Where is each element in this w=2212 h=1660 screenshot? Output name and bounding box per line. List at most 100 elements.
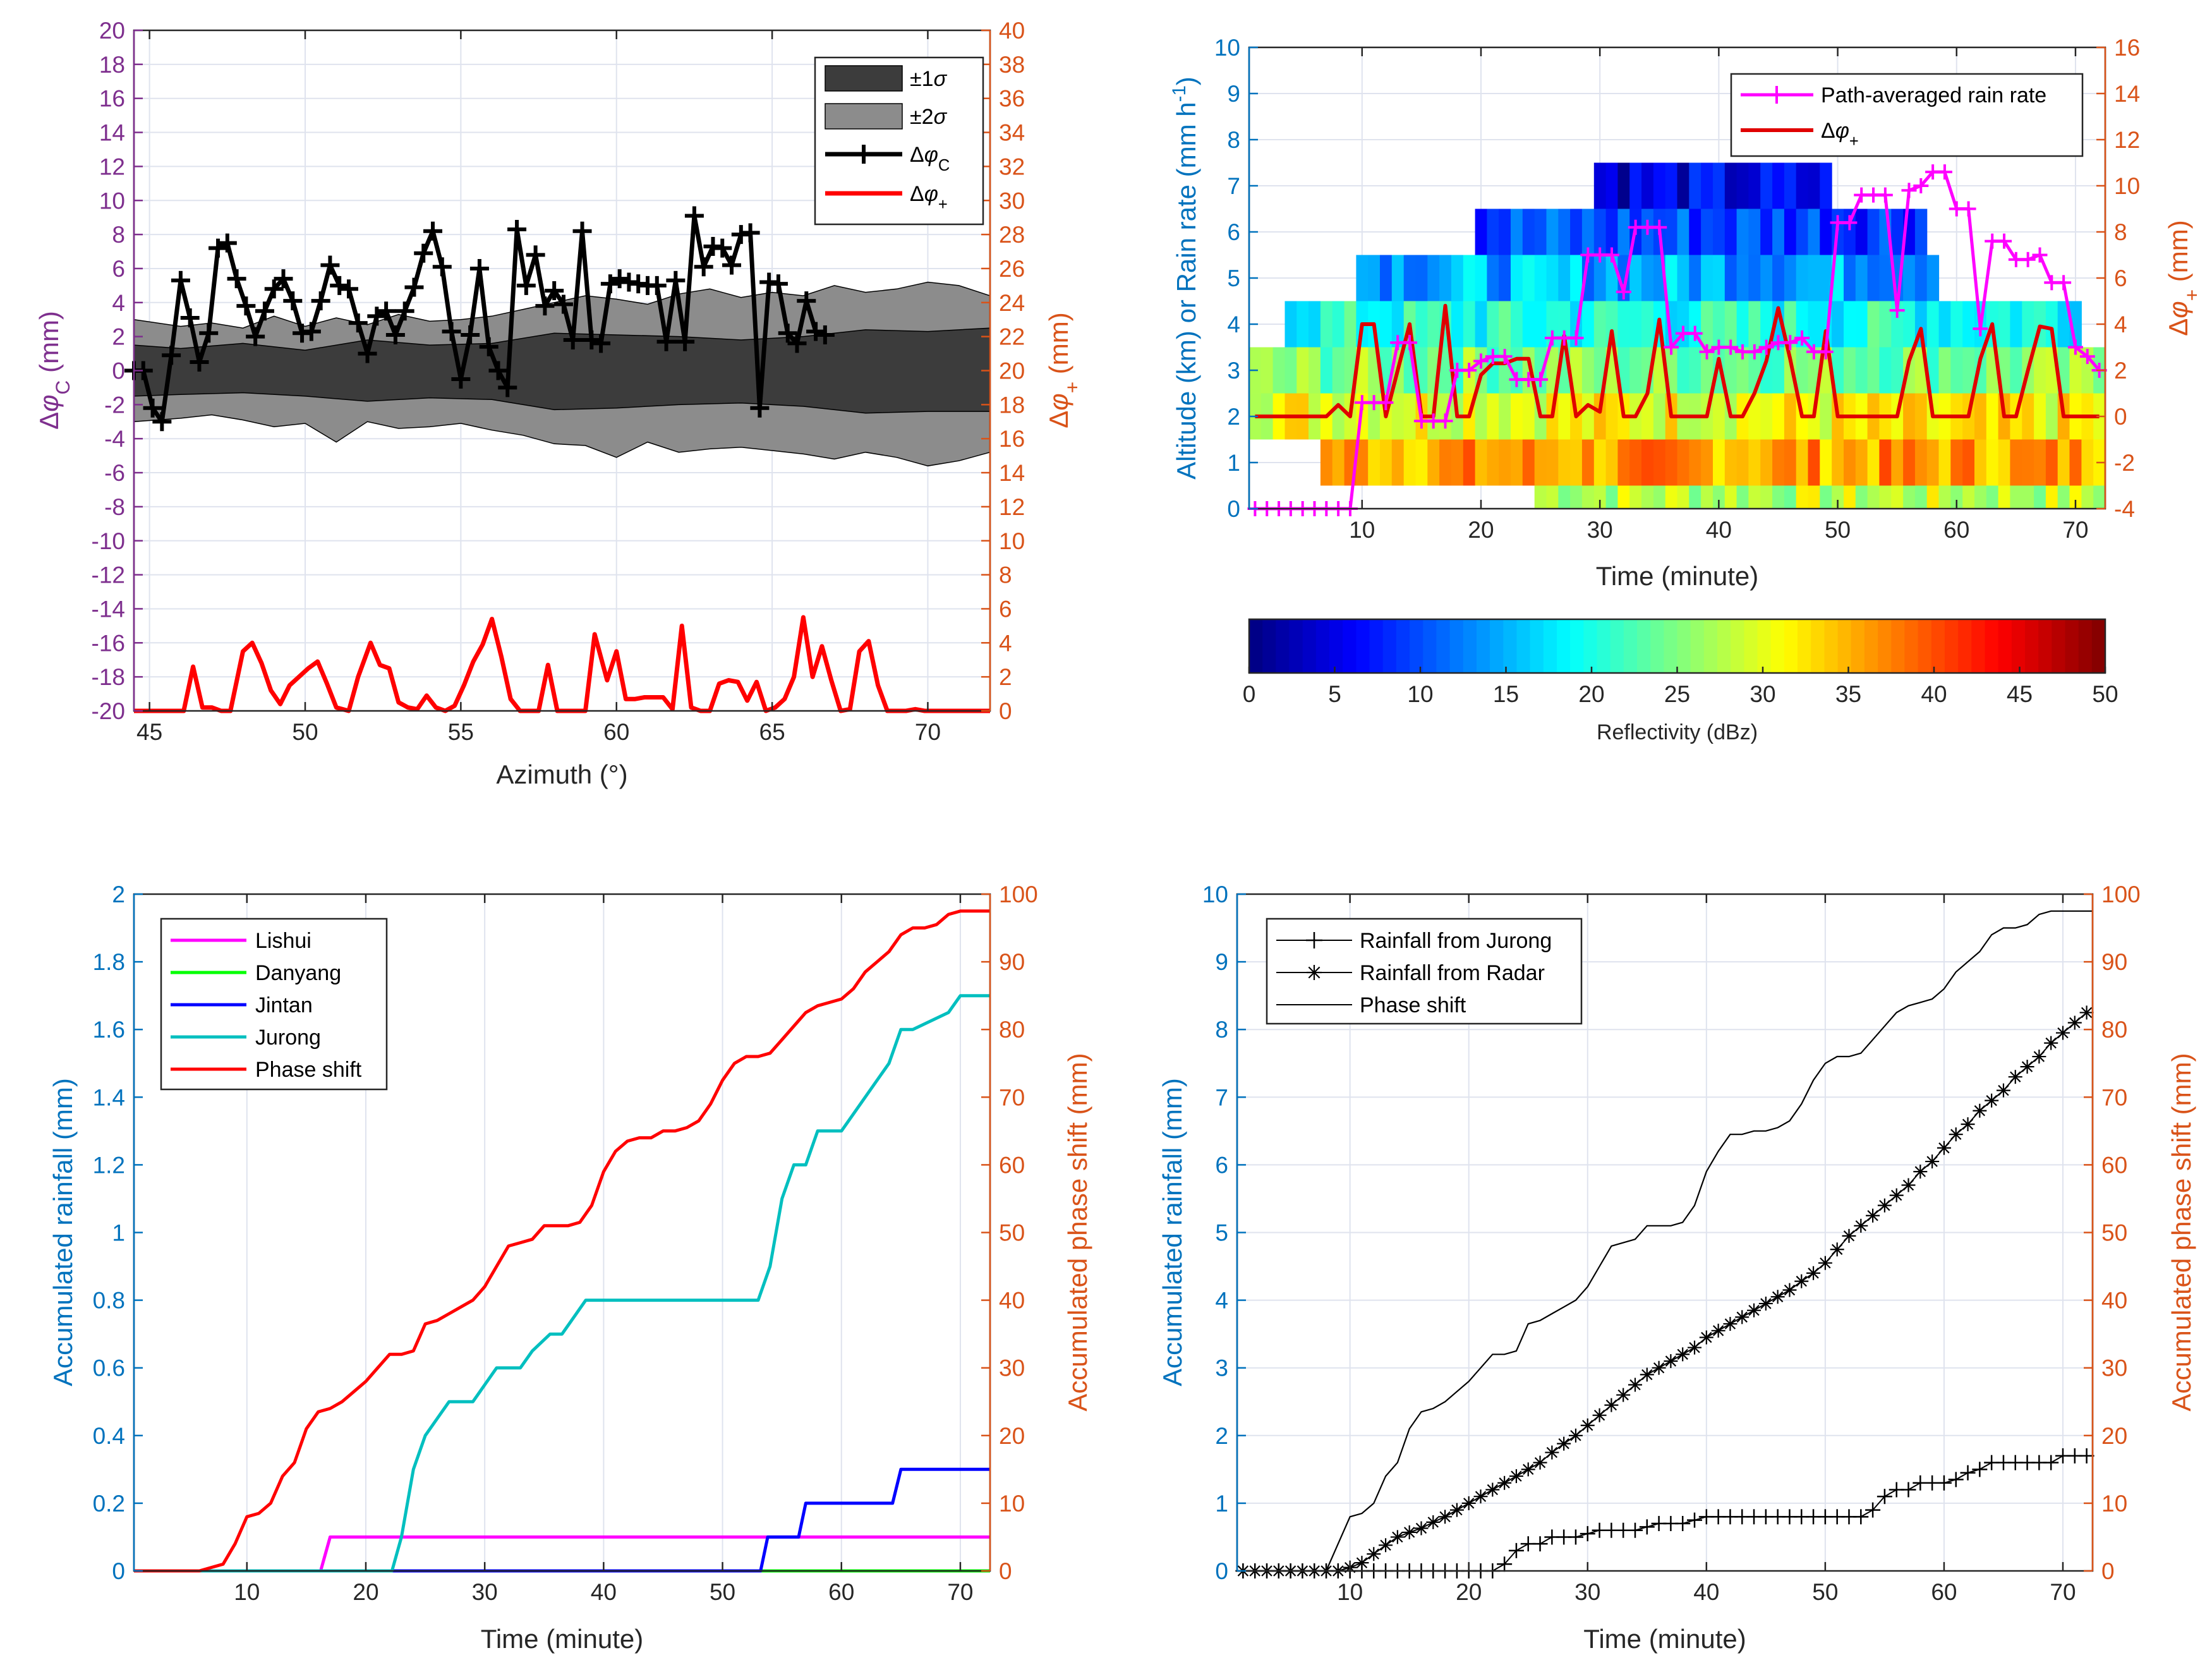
legend-label: ΔφC: [910, 143, 950, 174]
legend-swatch-sigma2: [825, 103, 903, 130]
label-part: σ: [934, 105, 948, 129]
heatmap-cell: [1534, 347, 1547, 394]
x-tick-label: 10: [1337, 1579, 1363, 1605]
series-jurong: [134, 994, 990, 1573]
heatmap-cell: [1499, 439, 1511, 486]
heatmap-cell: [1808, 485, 1820, 509]
star-marker: [1770, 1290, 1785, 1304]
y-tick-label-right: 14: [2114, 81, 2140, 107]
heatmap-cell: [1534, 301, 1547, 348]
heatmap-cell: [1653, 485, 1666, 509]
y-tick-label-right: 90: [2101, 949, 2127, 975]
label-part: Δ: [2163, 318, 2193, 336]
plus-marker: [1782, 335, 1798, 351]
heatmap-cell: [1903, 439, 1916, 486]
heatmap-cell: [1617, 162, 1630, 209]
heatmap-cell: [1926, 439, 1940, 486]
legend-label: Phase shift: [255, 1058, 362, 1082]
heatmap-cell: [1701, 162, 1713, 209]
heatmap-cell: [1558, 393, 1571, 440]
heatmap-cell: [1701, 209, 1713, 255]
plus-marker: [572, 221, 592, 241]
heatmap-cell: [1593, 255, 1607, 301]
plus-marker: [675, 332, 695, 351]
y-tick-label-right: 30: [999, 188, 1025, 214]
y-tick-label-right: 20: [999, 358, 1025, 384]
y-tick-label-left: 0.2: [93, 1491, 125, 1517]
heatmap-cell: [1808, 209, 1820, 255]
star-stroke: [1867, 1210, 1878, 1221]
x-tick-label: 30: [1587, 517, 1613, 543]
heatmap-cell: [1736, 162, 1749, 209]
label-part: +: [2180, 289, 2203, 301]
star-marker: [1367, 1547, 1381, 1561]
star-stroke: [1831, 1244, 1843, 1255]
heatmap-cell: [2045, 301, 2058, 348]
heatmap-cell: [2010, 485, 2022, 509]
heatmap-cell: [1511, 439, 1523, 486]
y-tick-label-left: 20: [99, 18, 125, 44]
plus-marker: [1972, 1462, 1988, 1477]
heatmap-cell: [1879, 347, 1892, 394]
label-part: ): [1171, 76, 1201, 85]
x-tick-label: 30: [472, 1579, 498, 1605]
y-tick-label-left: -12: [92, 562, 125, 588]
star-marker: [1390, 1530, 1405, 1544]
heatmap-cell: [1724, 255, 1738, 301]
heatmap-cell: [2034, 485, 2046, 509]
plus-marker: [2067, 339, 2083, 355]
heatmap-cell: [1605, 393, 1618, 440]
plus-marker: [2043, 1455, 2059, 1470]
delta-phi-plus-line: [1255, 303, 2100, 418]
heatmap-cell: [2034, 439, 2046, 486]
plus-marker: [1533, 372, 1549, 387]
heatmap-cell: [1284, 301, 1297, 348]
heatmap-cell: [1320, 347, 1333, 394]
y-axis-label-right: Δφ+ (mm): [1044, 312, 1084, 428]
star-stroke: [1736, 1311, 1748, 1323]
heatmap-cell: [1914, 393, 1928, 440]
heatmap-cell: [1391, 439, 1405, 486]
heatmap-cell: [1570, 439, 1583, 486]
y-tick-label-left: 7: [1227, 173, 1240, 199]
heatmap-cell: [1677, 255, 1689, 301]
y-tick-label-left: -8: [104, 494, 125, 520]
y-tick-label-right: 10: [999, 1491, 1025, 1517]
heatmap-cell: [1748, 162, 1761, 209]
plus-marker: [1723, 339, 1739, 355]
colorbar-segment: [1396, 619, 1410, 673]
plus-marker: [713, 238, 732, 258]
heatmap-cell: [1391, 393, 1405, 440]
plus-marker: [246, 327, 265, 346]
plus-marker: [339, 279, 358, 299]
plus-marker: [1639, 1519, 1655, 1535]
star-marker: [1782, 1283, 1797, 1297]
heatmap-cell: [1986, 485, 1999, 509]
colorbar-segment: [1356, 619, 1370, 673]
heatmap-cell: [1629, 347, 1642, 394]
heatmap-cell: [1605, 485, 1618, 509]
y-tick-label-right: 10: [2114, 173, 2140, 199]
legend-label: Δφ+: [910, 182, 948, 214]
colorbar-segment: [1677, 619, 1691, 673]
colorbar-segment: [1864, 619, 1878, 673]
star-marker: [2067, 1015, 2082, 1030]
y-tick-label-right: 4: [2114, 312, 2127, 337]
colorbar-label: Reflectivity (dBz): [1597, 720, 1758, 744]
colorbar-segment: [2078, 619, 2093, 673]
heatmap-cell: [1629, 485, 1642, 509]
heatmap-cell: [1962, 347, 1975, 394]
heatmap-cell: [1772, 209, 1785, 255]
star-stroke: [2069, 1017, 2081, 1029]
plus-marker: [1913, 178, 1929, 193]
heatmap-cell: [1368, 439, 1381, 486]
y-tick-label-left: 8: [1227, 127, 1240, 153]
y-tick-label-left: 6: [1215, 1152, 1228, 1178]
heatmap-cell: [1855, 439, 1868, 486]
star-stroke: [1463, 1498, 1475, 1509]
colorbar-segment: [1382, 619, 1397, 673]
label-part: φ: [34, 394, 64, 411]
heatmap-cell: [1499, 209, 1511, 255]
heatmap-cell: [2081, 485, 2094, 509]
heatmap-cell: [2010, 347, 2022, 394]
